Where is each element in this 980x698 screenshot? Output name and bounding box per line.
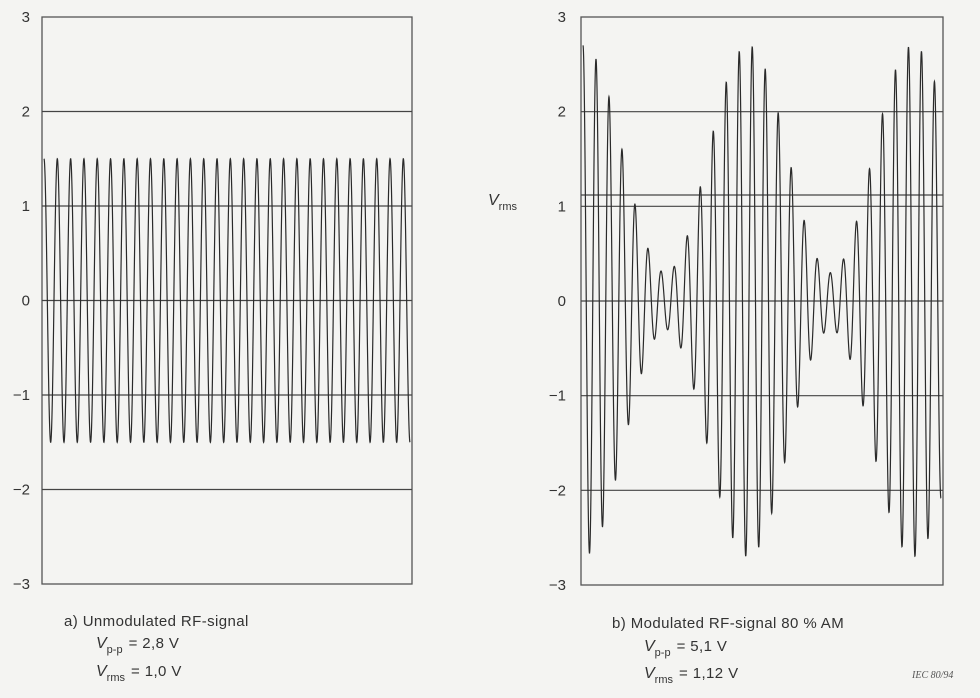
- y-tick-label: −1: [549, 388, 566, 405]
- caption-b-label: b) Modulated RF-signal 80 % AM: [612, 615, 844, 632]
- y-tick-label: −3: [13, 576, 30, 593]
- y-tick-label: 1: [22, 198, 30, 215]
- y-tick-label: 0: [22, 293, 30, 310]
- panel-a-unmodulated: 3 2 1 0 −1 −2 −3 a) Unmodulated RF-signal Vp-p…: [13, 9, 413, 684]
- y-tick-label: −1: [13, 387, 30, 404]
- y-tick-label: 3: [22, 9, 30, 26]
- y-tick-label: −3: [549, 577, 566, 594]
- caption-a-label: a) Unmodulated RF-signal: [64, 613, 249, 630]
- caption-a-vpp: Vp-p = 2,8 V: [96, 635, 179, 656]
- y-tick-label: 0: [558, 293, 566, 310]
- caption-a-vrms: Vrms = 1,0 V: [96, 663, 182, 684]
- y-tick-label: −2: [13, 482, 30, 499]
- y-tick-label: 2: [22, 104, 30, 121]
- y-tick-label: 1: [558, 198, 566, 215]
- plot-b-reference-lines: [581, 111, 943, 491]
- plot-b-y-axis-label: Vrms: [488, 192, 517, 213]
- panel-b-modulated: 3 2 1 0 −1 −2 −3 Vrms b) Modulated RF-signal 8…: [488, 9, 944, 686]
- y-tick-label: −2: [549, 482, 566, 499]
- caption-b-vrms: Vrms = 1,12 V: [644, 665, 739, 686]
- watermark-code: IEC 80/94: [911, 670, 953, 681]
- caption-b-vpp: Vp-p = 5,1 V: [644, 638, 727, 659]
- y-tick-label: 2: [558, 104, 566, 121]
- y-tick-label: 3: [558, 9, 566, 26]
- plot-b-y-tick-labels: 3 2 1 0 −1 −2 −3: [549, 9, 566, 594]
- series-unmodulated-rf-signal: [43, 157, 411, 444]
- plot-a-y-tick-labels: 3 2 1 0 −1 −2 −3: [13, 9, 30, 593]
- series-modulated-rf-signal: [582, 45, 942, 558]
